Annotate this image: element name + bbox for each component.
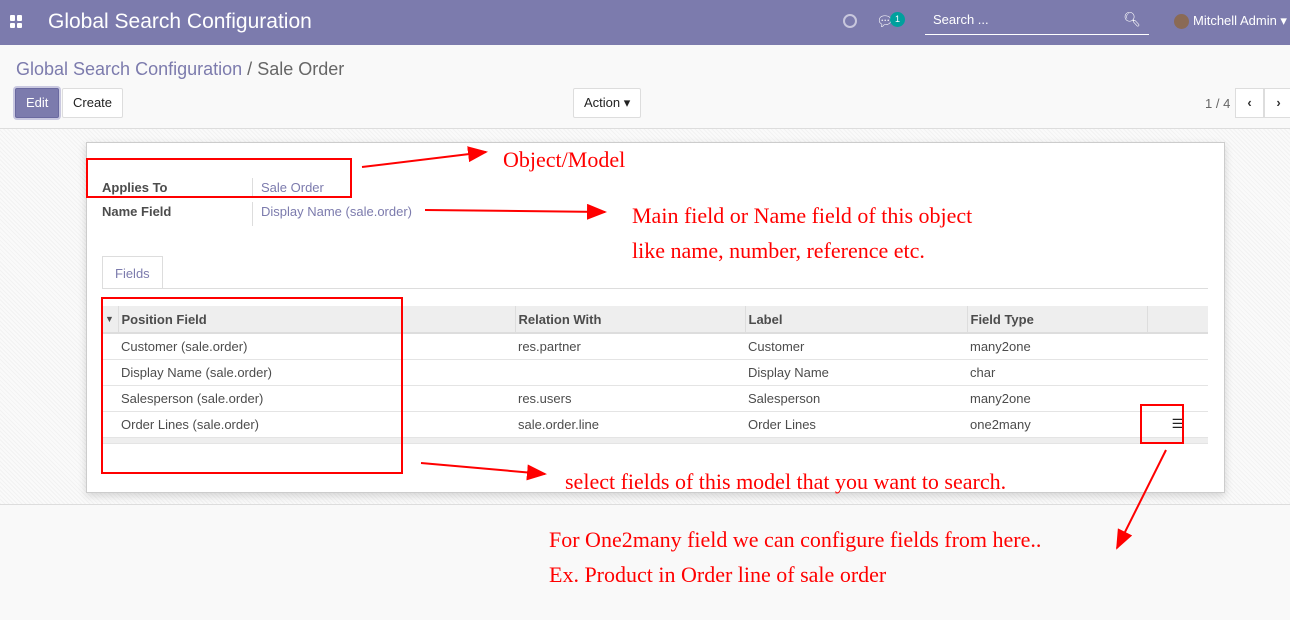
header-relation-with[interactable]: Relation With bbox=[514, 306, 745, 334]
cell: Customer bbox=[745, 333, 967, 360]
annotation-name-2: like name, number, reference etc. bbox=[632, 238, 925, 263]
search-input[interactable]: Search ... 🔍︎ bbox=[925, 8, 1149, 35]
breadcrumb-parent[interactable]: Global Search Configuration bbox=[16, 59, 243, 79]
next-record-button[interactable]: › bbox=[1264, 88, 1290, 118]
cell: many2one bbox=[967, 333, 1147, 360]
app-title: Global Search Configuration bbox=[48, 10, 312, 33]
annotation-box-object bbox=[86, 158, 352, 198]
clock-icon[interactable] bbox=[843, 14, 857, 28]
header-position-field[interactable]: Position Field bbox=[117, 306, 515, 334]
arrow-o2m bbox=[1116, 449, 1167, 550]
cell: Display Name (sale.order) bbox=[118, 359, 515, 386]
list-config-icon[interactable]: ☰ bbox=[1147, 411, 1208, 438]
table-row[interactable]: Order Lines (sale.order) sale.order.line O… bbox=[102, 411, 1208, 438]
search-placeholder: Search ... bbox=[933, 12, 989, 27]
annotation-name-1: Main field or Name field of this object bbox=[632, 203, 973, 228]
annotation-box-fields bbox=[101, 297, 403, 474]
create-button[interactable]: Create bbox=[62, 88, 124, 118]
arrow-fields bbox=[420, 462, 547, 481]
header-field-type[interactable]: Field Type bbox=[966, 306, 1147, 334]
annotation-fields: select fields of this model that you wan… bbox=[565, 469, 1007, 494]
cell: char bbox=[967, 359, 1147, 386]
apps-menu-icon[interactable] bbox=[10, 15, 23, 28]
cell: sale.order.line bbox=[515, 411, 745, 438]
fields-table: ▼ Position Field Relation With Label Fie… bbox=[102, 306, 1208, 444]
cell: many2one bbox=[967, 385, 1147, 412]
tab-divider bbox=[102, 288, 1208, 289]
action-label: Action bbox=[584, 95, 621, 110]
header-actions bbox=[1146, 306, 1208, 334]
previous-record-button[interactable]: ‹ bbox=[1235, 88, 1264, 118]
cell: Display Name bbox=[745, 359, 967, 386]
cell: Customer (sale.order) bbox=[118, 333, 515, 360]
table-footer bbox=[102, 437, 1208, 444]
cell: res.partner bbox=[515, 333, 745, 360]
applies-to-label: Applies To bbox=[102, 180, 168, 195]
name-field-label: Name Field bbox=[102, 204, 172, 219]
cell: Salesperson (sale.order) bbox=[118, 385, 515, 412]
action-dropdown[interactable]: Action ▾ bbox=[573, 88, 642, 118]
navbar: Global Search Configuration 💬︎ 1 Search … bbox=[0, 0, 1290, 45]
user-menu[interactable]: Mitchell Admin ▾ bbox=[1174, 13, 1287, 30]
breadcrumb: Global Search Configuration / Sale Order bbox=[16, 59, 344, 80]
pager-value: 1 / 4 bbox=[1205, 96, 1231, 111]
arrow-name bbox=[424, 203, 607, 220]
cell: Order Lines bbox=[745, 411, 967, 438]
table-row[interactable]: Display Name (sale.order) Display Name cha… bbox=[102, 359, 1208, 386]
cell bbox=[515, 359, 745, 386]
annotation-o2m-2: Ex. Product in Order line of sale order bbox=[549, 562, 887, 587]
edit-button[interactable]: Edit bbox=[15, 88, 60, 118]
table-row[interactable]: Salesperson (sale.order) res.users Salespe… bbox=[102, 385, 1208, 412]
chat-icon[interactable]: 💬︎ bbox=[876, 13, 894, 29]
cell: Salesperson bbox=[745, 385, 967, 412]
search-icon[interactable]: 🔍︎ bbox=[1123, 11, 1141, 27]
applies-to-value[interactable]: Sale Order bbox=[252, 178, 324, 198]
arrow-object bbox=[361, 146, 488, 168]
annotation-box-o2m bbox=[1140, 404, 1184, 444]
sort-caret-icon[interactable]: ▼ bbox=[102, 306, 118, 334]
annotation-o2m-1: For One2many field we can configure fiel… bbox=[549, 527, 1042, 552]
annotation-object: Object/Model bbox=[503, 147, 626, 172]
chat-count-badge: 1 bbox=[890, 12, 905, 27]
cell: res.users bbox=[515, 385, 745, 412]
avatar bbox=[1174, 14, 1189, 30]
breadcrumb-separator: / bbox=[247, 59, 253, 79]
user-name: Mitchell Admin bbox=[1193, 13, 1277, 28]
cell: one2many bbox=[967, 411, 1147, 438]
table-header: ▼ Position Field Relation With Label Fie… bbox=[102, 306, 1208, 334]
table-row[interactable]: Customer (sale.order) res.partner Customer… bbox=[102, 333, 1208, 360]
breadcrumb-current: Sale Order bbox=[257, 59, 345, 79]
header-label[interactable]: Label bbox=[744, 306, 967, 334]
cell: Order Lines (sale.order) bbox=[118, 411, 515, 438]
name-field-value[interactable]: Display Name (sale.order) bbox=[252, 202, 412, 226]
